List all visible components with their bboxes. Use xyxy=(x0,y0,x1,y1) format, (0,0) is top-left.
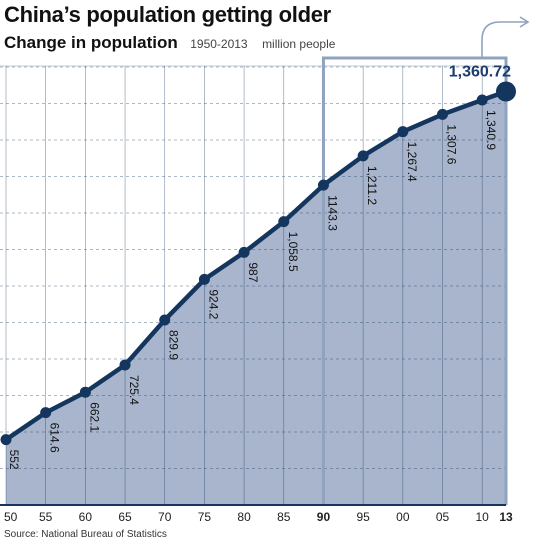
x-tick-label: 50 xyxy=(4,510,18,524)
x-tick-label: 55 xyxy=(39,510,53,524)
x-tick-label: 05 xyxy=(436,510,450,524)
value-label: 1,307.6 xyxy=(445,124,459,164)
value-label: 1,211.2 xyxy=(365,166,379,205)
data-point xyxy=(79,386,91,398)
value-label: 1143.3 xyxy=(325,195,339,231)
value-label: 1,267.4 xyxy=(405,142,419,182)
x-tick-label: 65 xyxy=(118,510,132,524)
x-tick-label: 75 xyxy=(198,510,212,524)
data-point xyxy=(278,216,290,228)
chart-subtitle-row: Change in population 1950-2013 million p… xyxy=(4,33,335,53)
x-tick-label: 70 xyxy=(158,510,172,524)
series-line xyxy=(4,89,507,442)
value-label-last: 1,360.72 xyxy=(449,64,511,81)
value-label: 662.1 xyxy=(87,402,101,432)
data-point xyxy=(119,359,131,371)
x-tick-label: 60 xyxy=(79,510,93,524)
arrow-connector xyxy=(481,21,527,58)
value-label: 614.6 xyxy=(48,423,62,453)
x-tick-label: 90 xyxy=(317,510,331,524)
value-label: 987 xyxy=(246,262,260,282)
x-tick-label: 95 xyxy=(356,510,370,524)
highlight-frame xyxy=(321,56,508,505)
source-note: Source: National Bureau of Statistics xyxy=(4,529,167,540)
data-point xyxy=(159,314,171,326)
last-data-point xyxy=(496,81,516,102)
chart-title: China’s population getting older xyxy=(4,2,331,27)
x-tick-label: 13 xyxy=(499,510,513,524)
data-point xyxy=(238,246,250,258)
data-point xyxy=(198,273,210,285)
value-label: 1,058.5 xyxy=(286,232,300,272)
data-point xyxy=(0,434,12,446)
unit-label: million people xyxy=(262,37,336,51)
data-point xyxy=(357,150,369,162)
date-range: 1950-2013 xyxy=(190,37,248,51)
data-point xyxy=(437,108,449,120)
data-point xyxy=(40,407,52,419)
value-label: 725.4 xyxy=(127,375,141,405)
data-point xyxy=(317,179,329,191)
data-point xyxy=(476,94,488,106)
x-tick-label: 10 xyxy=(476,510,490,524)
x-tick-label: 00 xyxy=(396,510,410,524)
value-label: 829.9 xyxy=(167,330,181,360)
value-label: 1,340.9 xyxy=(484,110,498,150)
data-point xyxy=(397,126,409,138)
value-label: 552 xyxy=(7,450,21,470)
x-tick-label: 80 xyxy=(237,510,251,524)
chart-subtitle: Change in population xyxy=(4,33,178,52)
x-tick-label: 85 xyxy=(277,510,291,524)
area-fill xyxy=(6,91,506,505)
value-label: 924.2 xyxy=(206,289,220,319)
arrow-head-icon xyxy=(519,16,530,28)
